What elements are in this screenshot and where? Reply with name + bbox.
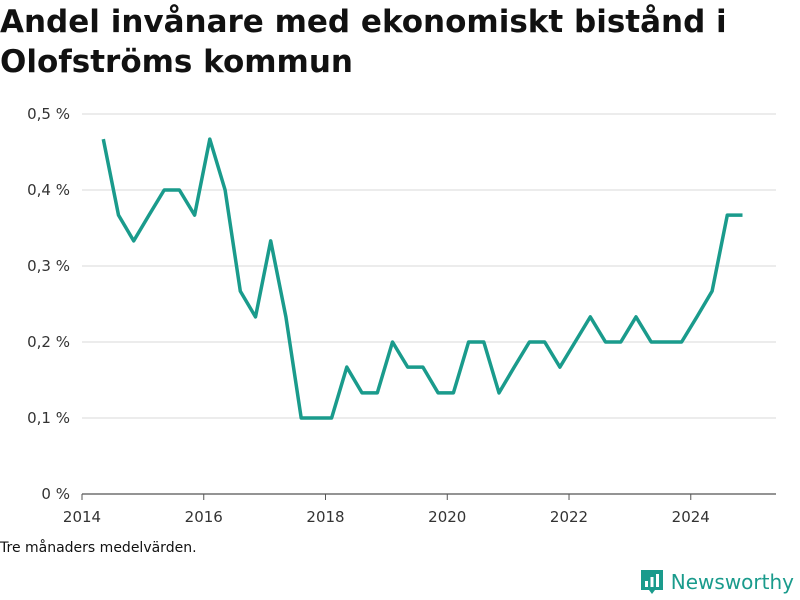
chart-title: Andel invånare med ekonomiskt bistånd i … (0, 4, 727, 80)
series-group (101, 137, 743, 420)
y-tick-label: 0,5 % (27, 105, 70, 123)
x-tick-label: 2018 (306, 508, 344, 526)
y-tick-label: 0,2 % (27, 333, 70, 351)
y-axis-ticks: 0 % 0,1 % 0,2 % 0,3 % 0,4 % 0,5 % (27, 105, 70, 503)
y-tick-label: 0,1 % (27, 409, 70, 427)
x-tick-label: 2022 (550, 508, 588, 526)
x-tick-label: 2014 (63, 508, 101, 526)
y-tick-label: 0,4 % (27, 181, 70, 199)
newsworthy-logo-icon (640, 570, 663, 594)
y-tick-label: 0 % (41, 485, 70, 503)
gridlines (82, 113, 776, 495)
brand: Newsworthy (639, 568, 794, 596)
footnote: Tre månaders medelvärden. (0, 540, 197, 556)
x-tick-label: 2020 (428, 508, 466, 526)
series-line (101, 137, 743, 420)
x-tick-label: 2016 (185, 508, 223, 526)
y-tick-label: 0,3 % (27, 257, 70, 275)
x-axis: 2014 2016 2018 2020 2022 2024 (63, 494, 710, 526)
x-tick-label: 2024 (672, 508, 710, 526)
line-chart: 0 %0,1 %0,2 %0,3 %0,4 %0,5 % 2014 2016 201… (27, 105, 776, 526)
brand-name: Newsworthy (670, 570, 794, 594)
